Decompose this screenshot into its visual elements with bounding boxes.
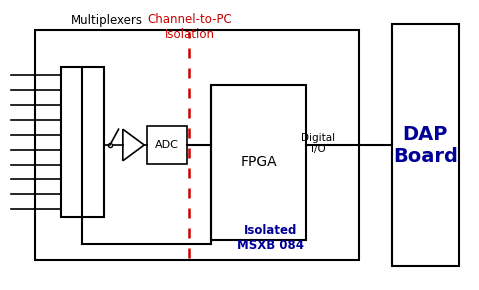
FancyBboxPatch shape (392, 24, 458, 266)
Text: Channel-to-PC
Isolation: Channel-to-PC Isolation (147, 13, 232, 41)
FancyBboxPatch shape (147, 126, 187, 164)
Text: Digital
I/O: Digital I/O (301, 133, 335, 154)
Text: Multiplexers: Multiplexers (70, 14, 142, 27)
Text: DAP
Board: DAP Board (393, 124, 457, 166)
Text: Isolated
MSXB 084: Isolated MSXB 084 (237, 224, 304, 252)
FancyBboxPatch shape (211, 85, 306, 240)
Text: FPGA: FPGA (240, 155, 277, 169)
FancyBboxPatch shape (61, 68, 104, 217)
Text: ADC: ADC (155, 140, 179, 150)
FancyBboxPatch shape (34, 30, 359, 260)
